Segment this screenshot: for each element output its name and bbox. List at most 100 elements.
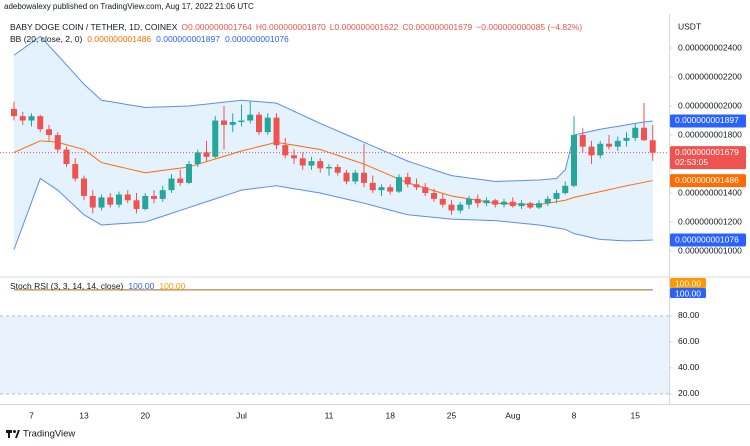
candle-body <box>501 201 507 205</box>
candle-body <box>229 121 236 125</box>
candle-body <box>544 198 551 204</box>
y-tick-label: 0.000000002400 <box>678 42 742 52</box>
x-tick-label: 11 <box>325 410 334 420</box>
candle-body <box>474 198 481 204</box>
candle-body <box>562 185 569 194</box>
candle-body <box>159 190 166 199</box>
candle-body <box>273 117 280 146</box>
candle-body <box>19 116 26 121</box>
y-tick-label: 20.00 <box>678 388 700 398</box>
candle-body <box>632 127 639 138</box>
stoch-title: Stoch RSI (3, 3, 14, 14, close) <box>10 281 124 291</box>
candle-body <box>518 203 525 207</box>
ohlc-value: L0.000000001622 <box>330 22 399 32</box>
last-price-tag-box <box>670 146 746 170</box>
candle-body <box>536 203 542 208</box>
candle-body <box>168 178 175 191</box>
stoch-value-tag-text: 100.00 <box>675 279 701 289</box>
x-tick-label: 7 <box>29 410 34 420</box>
candle-body <box>571 135 577 186</box>
stoch-value-tag-text: 100.00 <box>675 289 701 299</box>
candle-body <box>317 161 324 169</box>
candle-body <box>46 129 52 136</box>
candle-body <box>308 161 315 166</box>
band-fill <box>0 315 669 394</box>
stoch-value-tag: 100.00 <box>670 277 706 289</box>
logo-part <box>13 430 16 433</box>
candle-body <box>124 194 131 201</box>
bb-line <box>13 177 653 250</box>
candle-body <box>212 120 219 157</box>
candle-body <box>238 120 245 122</box>
candle-body <box>413 184 420 188</box>
candle-body <box>606 143 612 147</box>
series-price-tag-box <box>670 233 746 247</box>
ohlc-value: −0.000000000085 (−4.82%) <box>476 22 582 32</box>
candle-body <box>509 201 516 207</box>
candle-body <box>334 166 341 173</box>
x-tick-label: Jul <box>236 410 247 420</box>
x-tick-label: 18 <box>386 410 396 420</box>
y-tick-label: 80.00 <box>678 310 700 320</box>
candle-body <box>483 200 490 204</box>
candle-body <box>107 197 114 205</box>
stoch-value-tag: 100.00 <box>670 287 706 299</box>
series-price-tag: 0.000000001897 <box>670 114 746 128</box>
legend-bb: BB (20, close, 2, 0) 0.000000001486 0.0000… <box>10 34 289 44</box>
bb-line <box>13 35 653 182</box>
candle-body <box>28 116 35 121</box>
candle-body <box>492 200 499 205</box>
x-tick-label: Aug <box>505 410 520 420</box>
y-tick-label: 0.000000001000 <box>678 245 742 255</box>
candle-body <box>641 127 647 141</box>
candle-body <box>378 187 385 191</box>
candle-body <box>89 195 96 208</box>
series-price-tag-box <box>670 174 746 188</box>
candle-body <box>466 198 472 205</box>
publish-note: adebowalexy published on TradingView.com… <box>4 2 254 11</box>
x-tick-label: 15 <box>631 410 641 420</box>
ohlc-value: H0.000000001870 <box>256 22 326 32</box>
last-price-tag-countdown: 02:53:05 <box>675 157 708 167</box>
y-tick-label: 60.00 <box>678 336 700 346</box>
y-axis-unit: USDT <box>678 21 701 31</box>
footer-brand: TradingView <box>23 429 75 440</box>
bb-value: 0.000000001897 <box>156 34 220 44</box>
stoch-value-tag-box <box>670 277 706 288</box>
bb-value: 0.000000001076 <box>225 34 289 44</box>
candle-body <box>282 145 289 156</box>
candle-body <box>11 108 17 117</box>
bb-title: BB (20, close, 2, 0) <box>10 34 82 44</box>
candle-body <box>151 195 157 199</box>
bb-line <box>13 140 653 206</box>
y-tick-label: 40.00 <box>678 362 700 372</box>
candle-body <box>352 172 359 182</box>
series-price-tag: 0.000000001076 <box>670 233 746 247</box>
candle-body <box>177 178 184 183</box>
series-price-tag-box <box>670 114 746 128</box>
candle-body <box>439 198 446 205</box>
last-price-tag-text: 0.000000001679 <box>675 147 739 157</box>
candle-body <box>247 114 254 121</box>
candle-body <box>343 172 350 182</box>
y-tick-label: 0.000000002000 <box>678 100 742 110</box>
candle-body <box>597 143 604 156</box>
candle-body <box>186 164 192 183</box>
x-tick-label: 8 <box>572 410 577 420</box>
tv-logo <box>6 430 20 438</box>
candle-body <box>54 135 61 150</box>
candle-body <box>431 193 437 199</box>
candle-body <box>369 182 376 191</box>
candle-body <box>623 137 630 141</box>
candle-body <box>37 116 44 130</box>
stoch-value: 100.00 <box>128 281 154 291</box>
candle-body <box>63 149 70 165</box>
candle-body <box>72 164 79 179</box>
x-tick-label: 13 <box>79 410 89 420</box>
symbol-title: BABY DOGE COIN / TETHER, 1D, COINEX <box>10 22 178 32</box>
stoch-value-tag-box <box>670 287 706 298</box>
ohlc-value: O0.000000001764 <box>181 22 252 32</box>
